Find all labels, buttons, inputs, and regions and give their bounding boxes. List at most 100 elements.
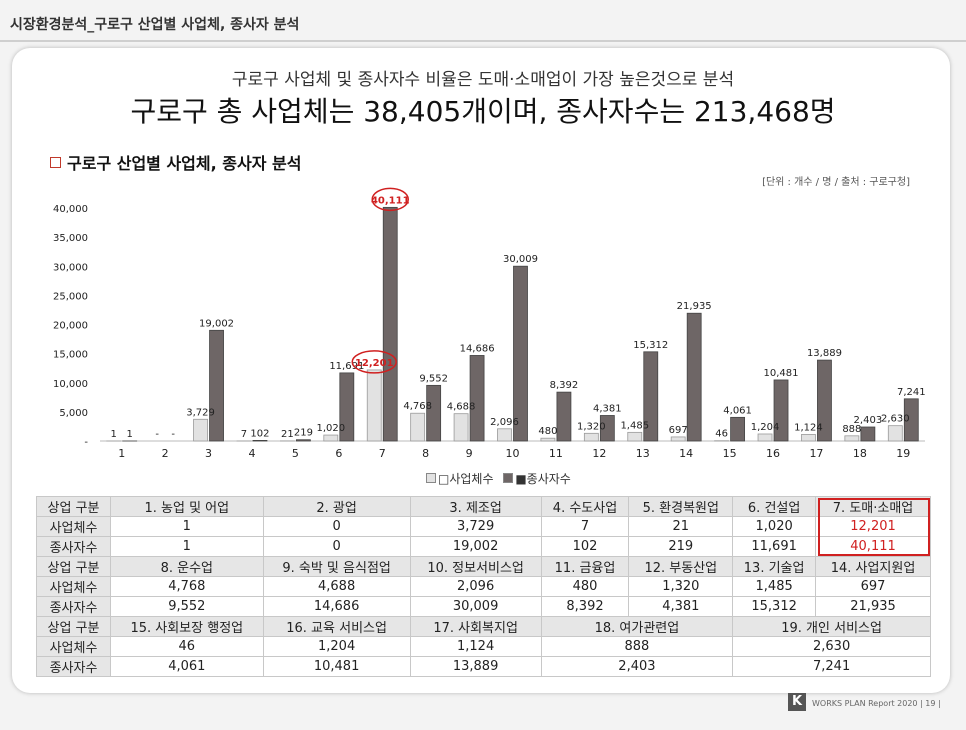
x-tick-label: 4 bbox=[248, 447, 255, 460]
data-label-workers: 1 bbox=[127, 429, 133, 440]
bar-workers-12 bbox=[599, 415, 615, 442]
data-label-establishments: 1,204 bbox=[751, 422, 780, 433]
footer-text: WORKS PLAN Report 2020 | 19 | bbox=[812, 699, 941, 708]
section-title: 구로구 산업별 사업체, 종사자 분석 bbox=[50, 150, 301, 174]
brand-logo: K bbox=[788, 693, 806, 711]
table-cell: 19. 개인 서비스업 bbox=[732, 616, 931, 637]
bar-establishments-17 bbox=[801, 434, 816, 442]
bar-establishments-7 bbox=[366, 369, 382, 442]
bar-workers-17 bbox=[817, 359, 832, 442]
table-cell: 7 bbox=[540, 516, 630, 537]
table-cell: 1,124 bbox=[409, 636, 542, 657]
highlight-ring-workers bbox=[371, 187, 409, 212]
row-header: 사업체수 bbox=[36, 636, 111, 657]
data-label-establishments: 4,688 bbox=[447, 402, 476, 413]
x-tick-label: 14 bbox=[679, 447, 693, 460]
legend-establishments: □사업체수 bbox=[438, 472, 494, 486]
table-cell: 14,686 bbox=[262, 596, 411, 617]
table-cell: 7. 도매·소매업 bbox=[815, 496, 931, 517]
bar-workers-9 bbox=[469, 355, 485, 442]
table-cell: 102 bbox=[540, 536, 630, 557]
header-divider bbox=[0, 40, 966, 42]
table-cell: 9,552 bbox=[110, 596, 264, 617]
table-cell: 46 bbox=[110, 636, 264, 657]
x-tick-label: 11 bbox=[549, 447, 563, 460]
table-cell: 4,688 bbox=[262, 576, 411, 597]
table-cell: 3. 제조업 bbox=[409, 496, 542, 517]
data-label-workers: 13,889 bbox=[807, 348, 842, 359]
x-tick-label: 12 bbox=[592, 447, 606, 460]
data-label-establishments: 21 bbox=[281, 429, 294, 440]
data-label-establishments: 1,485 bbox=[620, 420, 649, 431]
table-cell: 17. 사회복지업 bbox=[409, 616, 542, 637]
legend-workers: ■종사자수 bbox=[515, 472, 571, 486]
bar-workers-4 bbox=[252, 440, 268, 442]
x-tick-label: 9 bbox=[466, 447, 473, 460]
row-header: 사업체수 bbox=[36, 576, 111, 597]
table-cell: 15,312 bbox=[732, 596, 817, 617]
y-tick-label: 5,000 bbox=[59, 408, 88, 419]
data-label-establishments: 1,320 bbox=[577, 421, 606, 432]
bar-establishments-8 bbox=[410, 412, 426, 442]
bar-workers-19 bbox=[903, 398, 919, 442]
table-cell: 2,403 bbox=[540, 656, 734, 677]
table-cell: 697 bbox=[815, 576, 931, 597]
table-cell: 4,768 bbox=[110, 576, 264, 597]
table-cell: 9. 숙박 및 음식점업 bbox=[262, 556, 411, 577]
bar-workers-6 bbox=[339, 372, 355, 442]
table-cell: 18. 여가관련업 bbox=[540, 616, 734, 637]
data-label-workers: 219 bbox=[294, 428, 313, 439]
bar-workers-3 bbox=[209, 329, 224, 442]
x-tick-label: 5 bbox=[292, 447, 299, 460]
row-header: 종사자수 bbox=[36, 536, 111, 557]
data-label-establishments: 7 bbox=[241, 429, 247, 440]
data-label-workers: 2,403 bbox=[854, 415, 883, 426]
bar-establishments-11 bbox=[540, 437, 556, 442]
table-cell: 0 bbox=[262, 516, 411, 537]
x-tick-label: 18 bbox=[853, 447, 867, 460]
data-label-establishments: 480 bbox=[538, 426, 557, 437]
bar-workers-10 bbox=[513, 265, 528, 442]
y-tick-label: 35,000 bbox=[53, 233, 88, 244]
table-cell: 6. 건설업 bbox=[732, 496, 817, 517]
bar-workers-11 bbox=[556, 391, 572, 442]
table-row: 종사자수 4,061 10,481 13,889 2,403 7,241 bbox=[36, 656, 931, 677]
bar-establishments-16 bbox=[757, 433, 773, 442]
bar-establishments-3 bbox=[193, 418, 208, 442]
table-cell: 10. 정보서비스업 bbox=[409, 556, 542, 577]
row-header: 종사자수 bbox=[36, 596, 111, 617]
data-label-workers: 30,009 bbox=[503, 254, 538, 265]
data-label-workers: 7,241 bbox=[897, 387, 926, 398]
table-cell: 10,481 bbox=[262, 656, 411, 677]
table-row: 사업체수 46 1,204 1,124 888 2,630 bbox=[36, 636, 931, 657]
table-cell: 21 bbox=[628, 516, 734, 537]
data-label-establishments: - bbox=[155, 429, 159, 440]
chart-legend: □사업체수 ■종사자수 bbox=[420, 470, 571, 487]
y-tick-label: 30,000 bbox=[53, 262, 88, 273]
y-tick-label: 10,000 bbox=[53, 379, 88, 390]
data-label-workers: 11,691 bbox=[329, 361, 364, 372]
table-row: 종사자수 9,552 14,686 30,009 8,392 4,381 15,… bbox=[36, 596, 931, 617]
data-label-establishments: 888 bbox=[842, 424, 861, 435]
table-cell: 8. 운수업 bbox=[110, 556, 264, 577]
bar-establishments-12 bbox=[583, 432, 599, 442]
table-cell: 16. 교육 서비스업 bbox=[262, 616, 411, 637]
bar-establishments-6 bbox=[323, 434, 339, 442]
bar-establishments-9 bbox=[453, 413, 469, 442]
data-label-establishments: 1,124 bbox=[794, 422, 823, 433]
x-tick-label: 7 bbox=[379, 447, 386, 460]
table-cell: 1. 농업 및 어업 bbox=[110, 496, 264, 517]
bar-establishments-19 bbox=[887, 425, 903, 442]
data-label-workers: 10,481 bbox=[764, 368, 799, 379]
table-cell: 19,002 bbox=[409, 536, 542, 557]
row-header: 종사자수 bbox=[36, 656, 111, 677]
square-bullet-icon bbox=[50, 157, 61, 168]
bar-chart: - 5,000 10,000 15,000 20,000 25,000 30,000 35,0… bbox=[53, 187, 926, 460]
data-label-workers: 15,312 bbox=[633, 340, 668, 351]
table-cell: 0 bbox=[262, 536, 411, 557]
bar-establishments-10 bbox=[497, 428, 512, 442]
data-label-establishments: 1 bbox=[111, 429, 117, 440]
y-tick-label: 15,000 bbox=[53, 350, 88, 361]
data-label-establishments: 46 bbox=[715, 429, 728, 440]
table-cell: 14. 사업지원업 bbox=[815, 556, 931, 577]
